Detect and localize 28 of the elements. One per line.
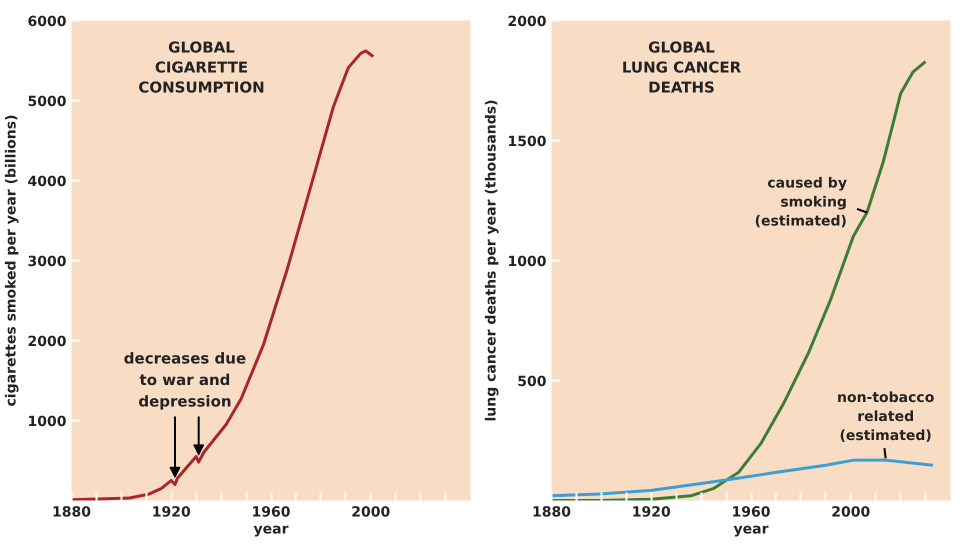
y-tick-label: 1000 xyxy=(28,414,67,430)
annotation: decreases due to war and depression xyxy=(124,349,246,410)
y-tick-label: 2000 xyxy=(28,334,67,350)
x-tick-label: 2000 xyxy=(831,504,870,520)
y-tick-label: 1500 xyxy=(508,134,547,150)
y-tick-label: 5000 xyxy=(28,94,67,110)
series-label: caused by smoking (estimated) xyxy=(754,175,847,230)
x-tick-label: 1880 xyxy=(52,504,92,520)
x-tick-label: 1920 xyxy=(632,504,671,520)
text: GLOBAL CIGARETTE CONSUMPTION xyxy=(138,38,265,96)
y-axis-title: lung cancer deaths per year (thousands) xyxy=(484,99,500,422)
y-tick-label: 500 xyxy=(517,374,547,390)
series-label: non-tobacco related (estimated) xyxy=(836,390,935,444)
x-tick-label: 1880 xyxy=(532,504,572,520)
y-tick-label: 1000 xyxy=(508,254,547,270)
y-tick-label: 3000 xyxy=(28,254,67,270)
x-tick-label: 1920 xyxy=(152,504,191,520)
x-axis-title: year xyxy=(254,522,289,538)
x-tick-label: 1960 xyxy=(252,504,291,520)
y-tick-label: 6000 xyxy=(28,14,67,30)
y-axis-title: cigarettes smoked per year (billions) xyxy=(4,114,20,406)
x-axis-title: year xyxy=(734,522,769,538)
line-series xyxy=(552,458,935,498)
y-tick-label: 4000 xyxy=(28,174,67,190)
y-tick-label: 2000 xyxy=(508,14,547,30)
x-tick-label: 1960 xyxy=(732,504,771,520)
x-tick-label: 2000 xyxy=(351,504,390,520)
text: GLOBAL LUNG CANCER DEATHS xyxy=(622,38,742,96)
